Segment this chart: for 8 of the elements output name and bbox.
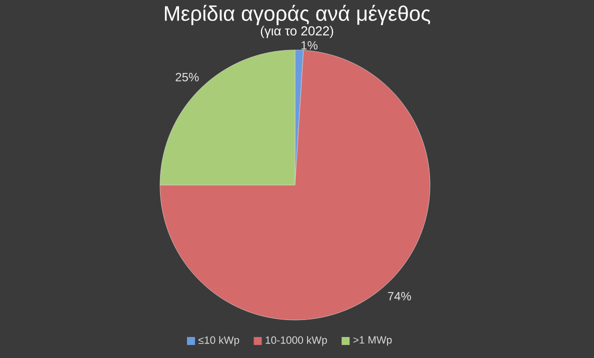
legend-label: 10-1000 kWp: [266, 336, 327, 346]
data-label: 25%: [176, 72, 199, 82]
legend-label: >1 MWp: [353, 336, 392, 346]
data-label: 74%: [388, 292, 411, 300]
chart-title: Μερίδια αγοράς ανά μέγεθος: [164, 4, 430, 26]
data-label: 1%: [302, 41, 318, 50]
chart-subtitle: (για το 2022): [260, 26, 334, 38]
legend-label: ≤10 kWp: [198, 336, 240, 346]
